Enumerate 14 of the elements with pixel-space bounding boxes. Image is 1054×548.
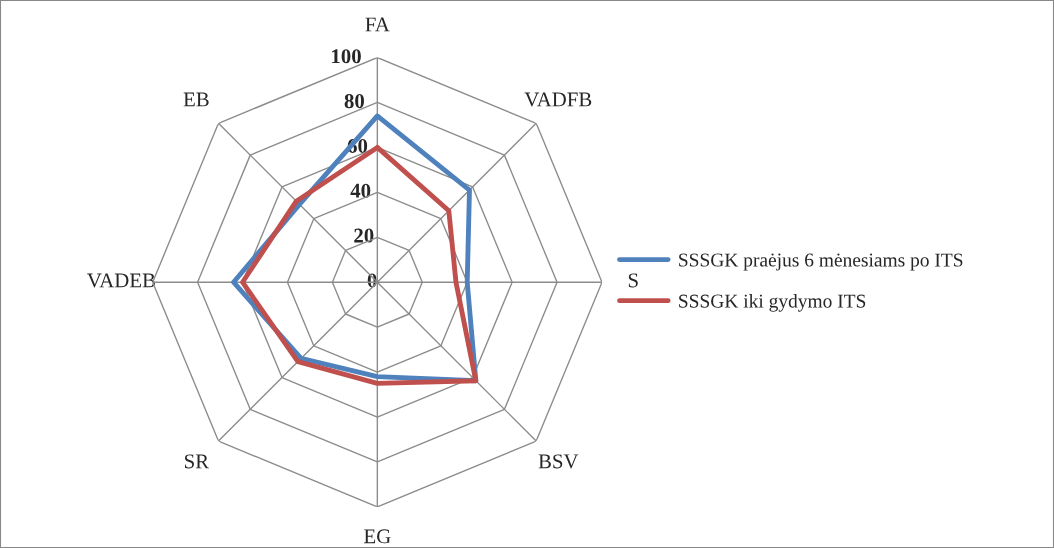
y-tick-label: 100 [332, 49, 361, 64]
spoke-label: EG [364, 529, 391, 544]
spoke-label: VADFB [524, 92, 592, 107]
y-tick-label: 20 [354, 228, 374, 243]
spoke-label: S [628, 273, 638, 288]
spoke-label: FA [365, 17, 390, 32]
legend-label: SSSGK praėjus 6 mėnesiams po ITS [679, 253, 963, 271]
spoke-label: VADEB [87, 273, 155, 288]
y-tick-label: 80 [344, 94, 364, 109]
legend-label: SSSGK iki gydymo ITS [679, 293, 866, 312]
spoke-label: BSV [538, 454, 579, 469]
y-tick-label: 40 [350, 183, 371, 198]
spoke-label: EB [183, 92, 209, 107]
spoke-label: SR [185, 454, 210, 469]
